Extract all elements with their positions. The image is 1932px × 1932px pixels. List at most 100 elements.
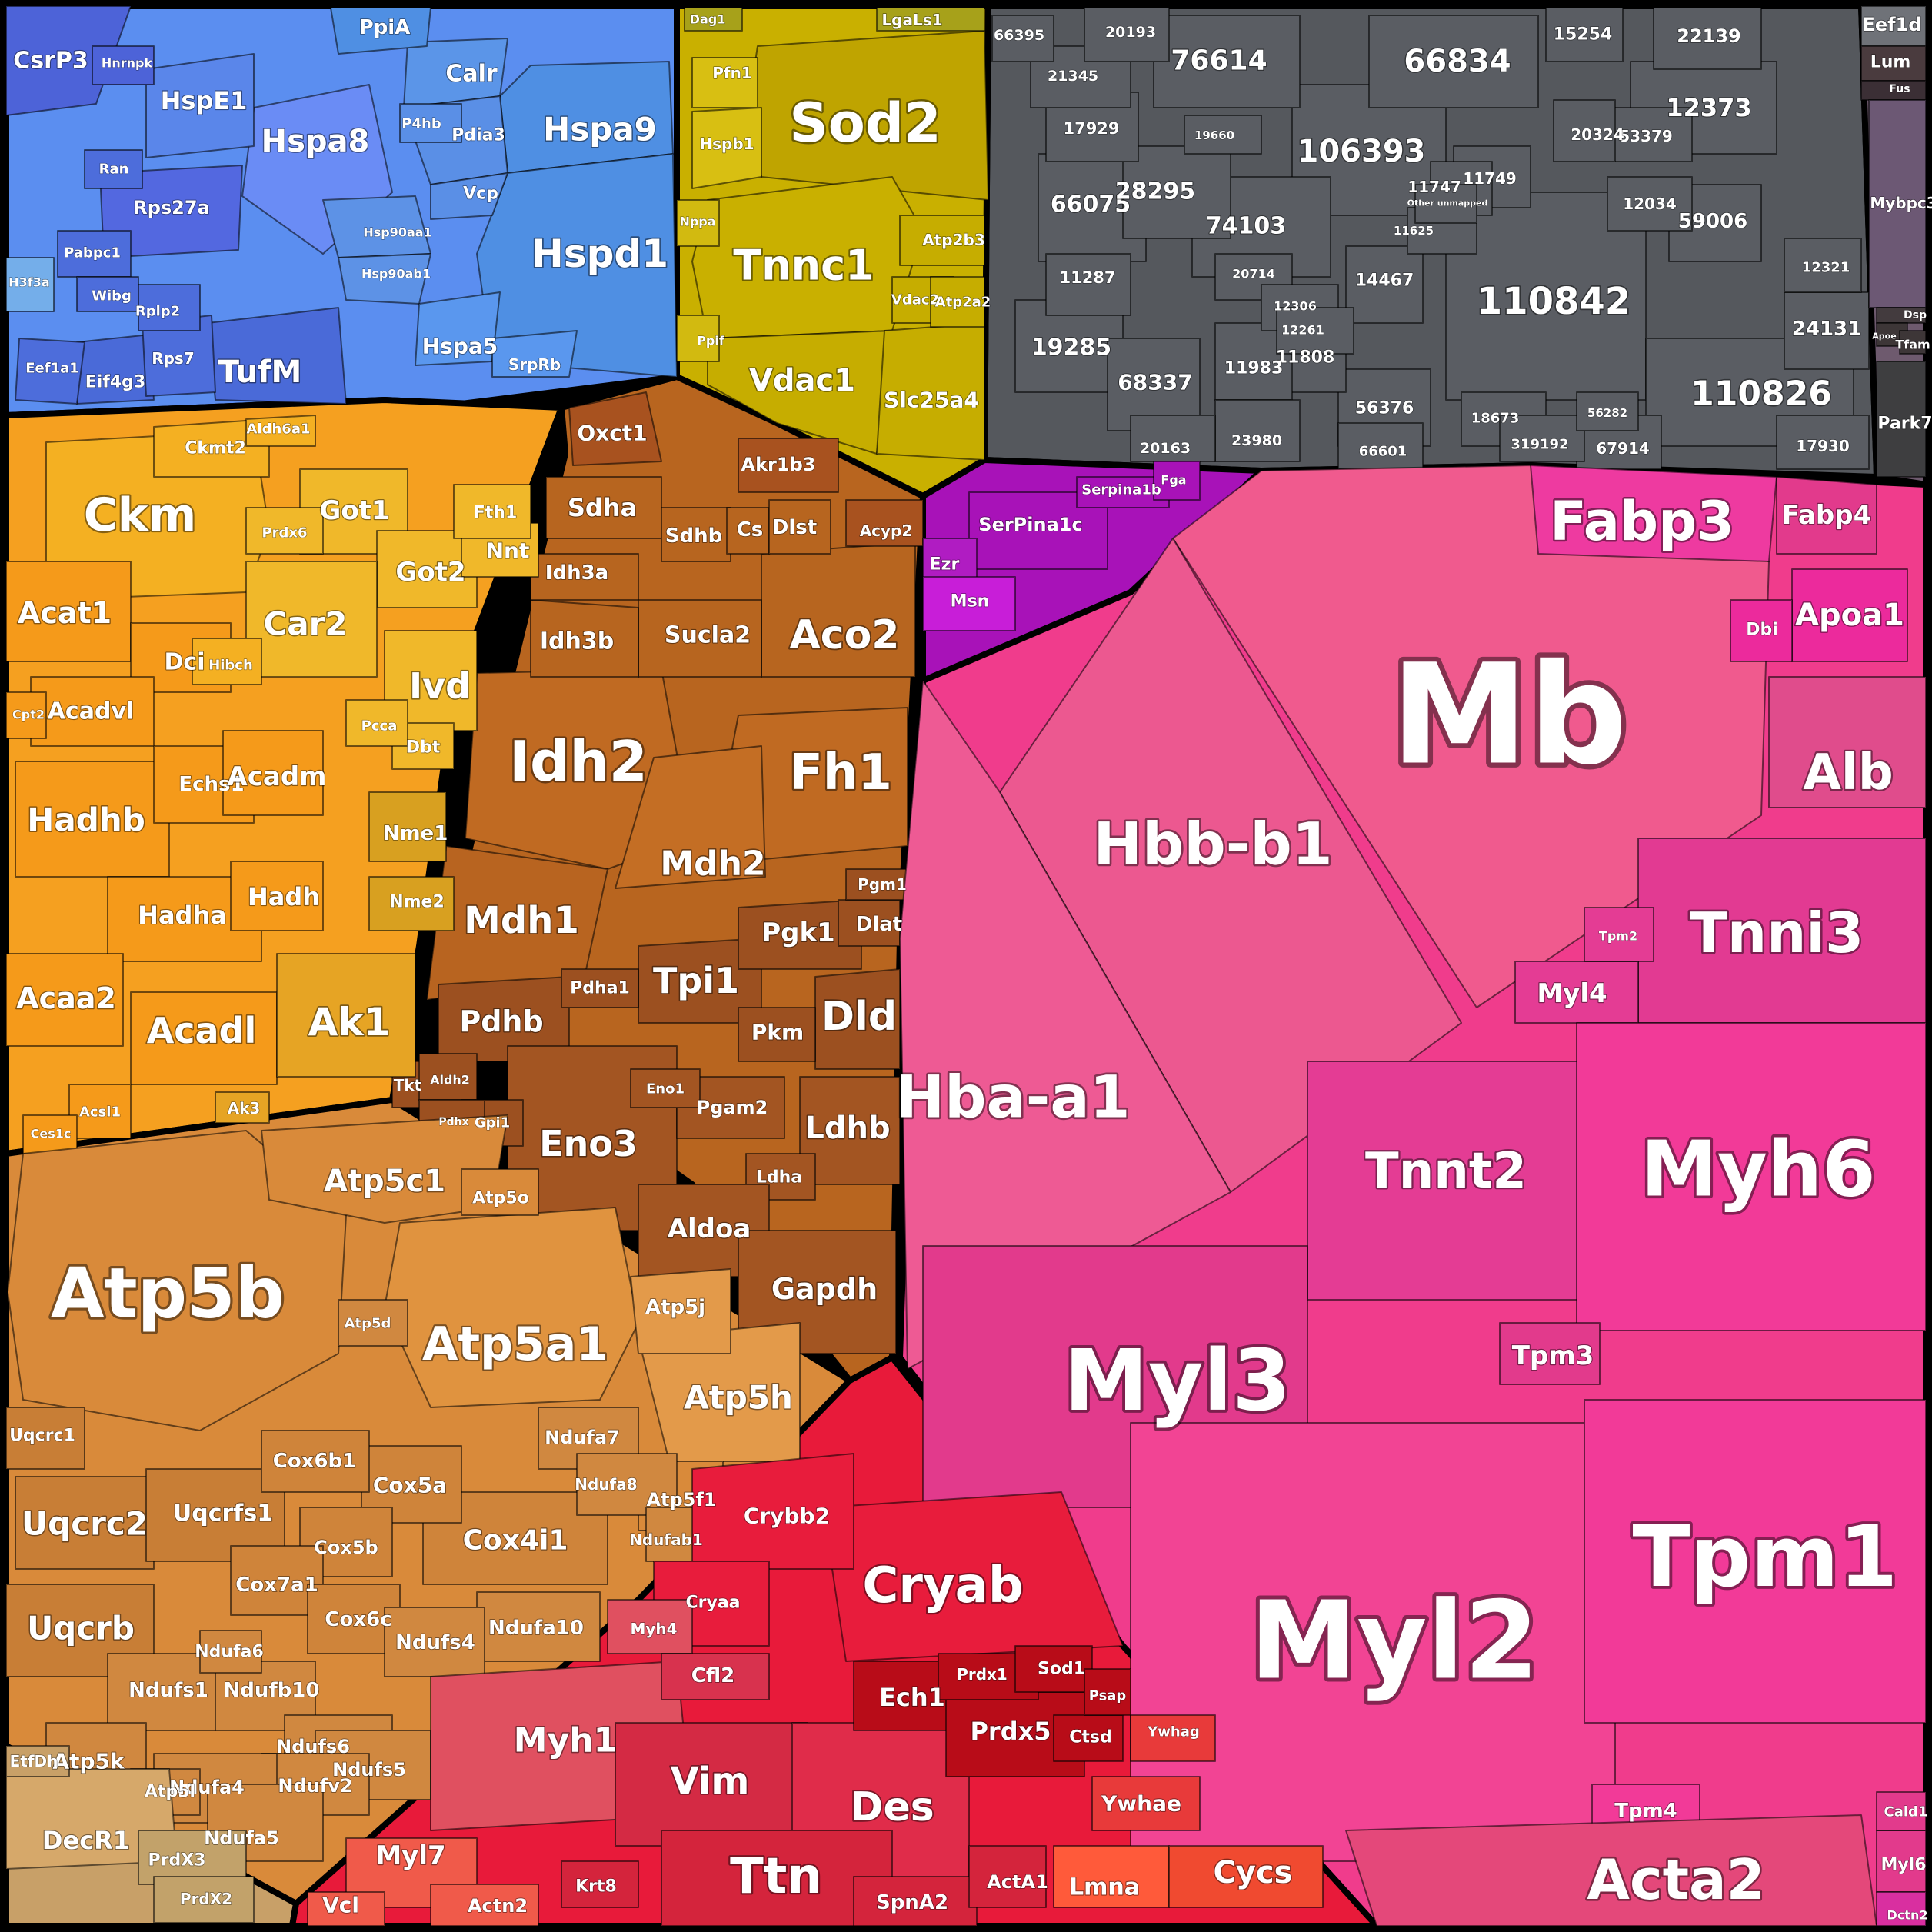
cell-label-hspa5: Hspa5 <box>422 334 498 359</box>
cell-label-alb: Alb <box>1803 744 1893 801</box>
cell-label-12321: 12321 <box>1802 260 1850 276</box>
cell-label-nnt: Nnt <box>486 538 530 564</box>
cell-hibch <box>192 638 262 685</box>
cell-label-11287: 11287 <box>1059 268 1115 287</box>
cell-label-atp5f1: Atp5f1 <box>646 1489 716 1511</box>
cell-cox6b1 <box>261 1430 370 1493</box>
cell-dsp <box>1876 307 1927 324</box>
cell-prdx6 <box>245 507 324 555</box>
cell-label-11808: 11808 <box>1276 348 1335 368</box>
cell-cox5a <box>361 1445 462 1524</box>
cell-tfam <box>1899 330 1927 355</box>
cell-label-atp5k: Atp5k <box>52 1749 125 1774</box>
cell-ppif <box>676 315 720 362</box>
cell-uqcrc1 <box>5 1407 85 1470</box>
cell-label-serpina1c: SerPina1c <box>978 514 1082 535</box>
cell-prdx1 <box>938 1653 1039 1700</box>
cell-label-eno3: Eno3 <box>539 1123 638 1164</box>
cell-label-15254: 15254 <box>1554 25 1613 45</box>
cell-rplp2 <box>138 284 201 331</box>
cell-label-14467: 14467 <box>1355 271 1414 291</box>
cell-label-nppa: Nppa <box>679 215 715 229</box>
cell-label-prdx5: Prdx5 <box>970 1717 1051 1746</box>
cell-label-acadvl: Acadvl <box>48 698 135 725</box>
cell-label-prdx3: PrdX3 <box>148 1851 206 1870</box>
cell-label-cs: Cs <box>737 518 764 541</box>
cell-label-hadha: Hadha <box>138 901 227 930</box>
cell-label-hspe1: HspE1 <box>161 86 248 115</box>
cell-label-p4hb: P4hb <box>401 116 441 132</box>
cell-label-59006: 59006 <box>1678 210 1747 233</box>
cell-label-17930: 17930 <box>1796 437 1850 455</box>
cell-hadha <box>107 876 262 962</box>
cell-ckmt2 <box>153 418 270 478</box>
cell-vcl <box>307 1891 385 1927</box>
cell-hspb1 <box>691 107 762 189</box>
cell-krt8 <box>561 1860 639 1908</box>
cell-label-74103: 74103 <box>1206 213 1286 240</box>
cell-label-csrp3: CsrP3 <box>13 48 88 75</box>
cell-label-66395: 66395 <box>994 27 1044 44</box>
cell-label-11747: 11747 <box>1407 178 1461 196</box>
cell-label-lmna: Lmna <box>1069 1874 1140 1901</box>
cell-20193 <box>1084 7 1170 62</box>
cell-76614 <box>1153 15 1301 108</box>
cell-label-ctsd: Ctsd <box>1069 1728 1112 1747</box>
cell-lgals1 <box>876 7 985 32</box>
cell-serpina1b <box>1076 476 1170 508</box>
cell-label-pgm1: Pgm1 <box>858 875 907 894</box>
cell-fabp3 <box>1530 465 1777 562</box>
cell-label-vcp: Vcp <box>463 185 498 204</box>
cell-etfdh <box>5 1745 70 1777</box>
cell-label-66601: 66601 <box>1359 444 1407 460</box>
cell-label-hadhb: Hadhb <box>27 801 145 839</box>
cell-label-19660: 19660 <box>1194 128 1234 142</box>
cell-label-ppif: Ppif <box>697 334 725 348</box>
cell-atp5d <box>338 1299 408 1347</box>
cell-label-ckm: Ckm <box>84 488 196 542</box>
cell-label-acta2: Acta2 <box>1587 1847 1765 1912</box>
label-layer: CsrP3 Hspa8 Hspa9 Hspd1 HspE1 Calr PpiA Pdia3 Vc… <box>8 10 1932 1923</box>
cell-label-ckmt2: Ckmt2 <box>185 439 246 458</box>
cell-pdha1 <box>561 968 639 1008</box>
cell-label-rps27a: Rps27a <box>133 197 210 218</box>
cell-ndufa6 <box>199 1630 262 1674</box>
cell-fabp4 <box>1776 476 1877 555</box>
cell-label-cryab: Cryab <box>862 1557 1023 1614</box>
cell-label-mdh1: Mdh1 <box>464 899 579 942</box>
cell-label-psap: Psap <box>1089 1688 1127 1704</box>
cell-label-sdha: Sdha <box>568 493 637 522</box>
cell-label-ndufa8: Ndufa8 <box>575 1475 637 1494</box>
cell-label-rps7: Rps7 <box>152 349 195 368</box>
cell-acadl <box>130 991 278 1085</box>
cell-label-ak3: Ak3 <box>228 1099 261 1118</box>
cell-label-20714: 20714 <box>1232 267 1275 281</box>
cell-label-56376: 56376 <box>1355 399 1414 418</box>
cell-label-ech1: Ech1 <box>879 1683 945 1712</box>
cell-label-tnni3: Tnni3 <box>1690 901 1864 965</box>
cell-label-dag1: Dag1 <box>690 12 726 27</box>
cell-label-cox6b1: Cox6b1 <box>273 1450 357 1473</box>
cell-label-20324: 20324 <box>1571 125 1624 144</box>
cell-label-ndufa7: Ndufa7 <box>545 1427 620 1448</box>
cell-label-11749: 11749 <box>1463 169 1517 188</box>
cell-ak1 <box>276 953 416 1078</box>
cell-pfn1 <box>691 57 758 108</box>
cell-66834 <box>1368 15 1539 108</box>
cell-label-hspb1: Hspb1 <box>699 135 754 153</box>
cell-label-aco2: Aco2 <box>790 612 900 658</box>
cell-label-pdhx: Pdhx <box>438 1116 468 1128</box>
cell-label-prdx1: Prdx1 <box>957 1665 1008 1684</box>
cell-label-cox4i1: Cox4i1 <box>463 1525 568 1557</box>
cell-ran <box>84 149 143 189</box>
cell-label-actn2: Actn2 <box>468 1895 528 1917</box>
cell-label-cald1: Cald1 <box>1884 1804 1928 1820</box>
cell-label-fga: Fga <box>1161 473 1186 488</box>
cell-label-apoe: Apoe <box>1872 331 1896 341</box>
cell-label-tfam: Tfam <box>1895 338 1930 352</box>
cell-label-hspa9: Hspa9 <box>543 111 657 148</box>
cell-label-acadm: Acadm <box>227 761 326 792</box>
cell-fth1 <box>453 484 531 539</box>
cell-label-12034: 12034 <box>1623 195 1677 213</box>
cell-label-myl6: Myl6 <box>1880 1856 1926 1875</box>
